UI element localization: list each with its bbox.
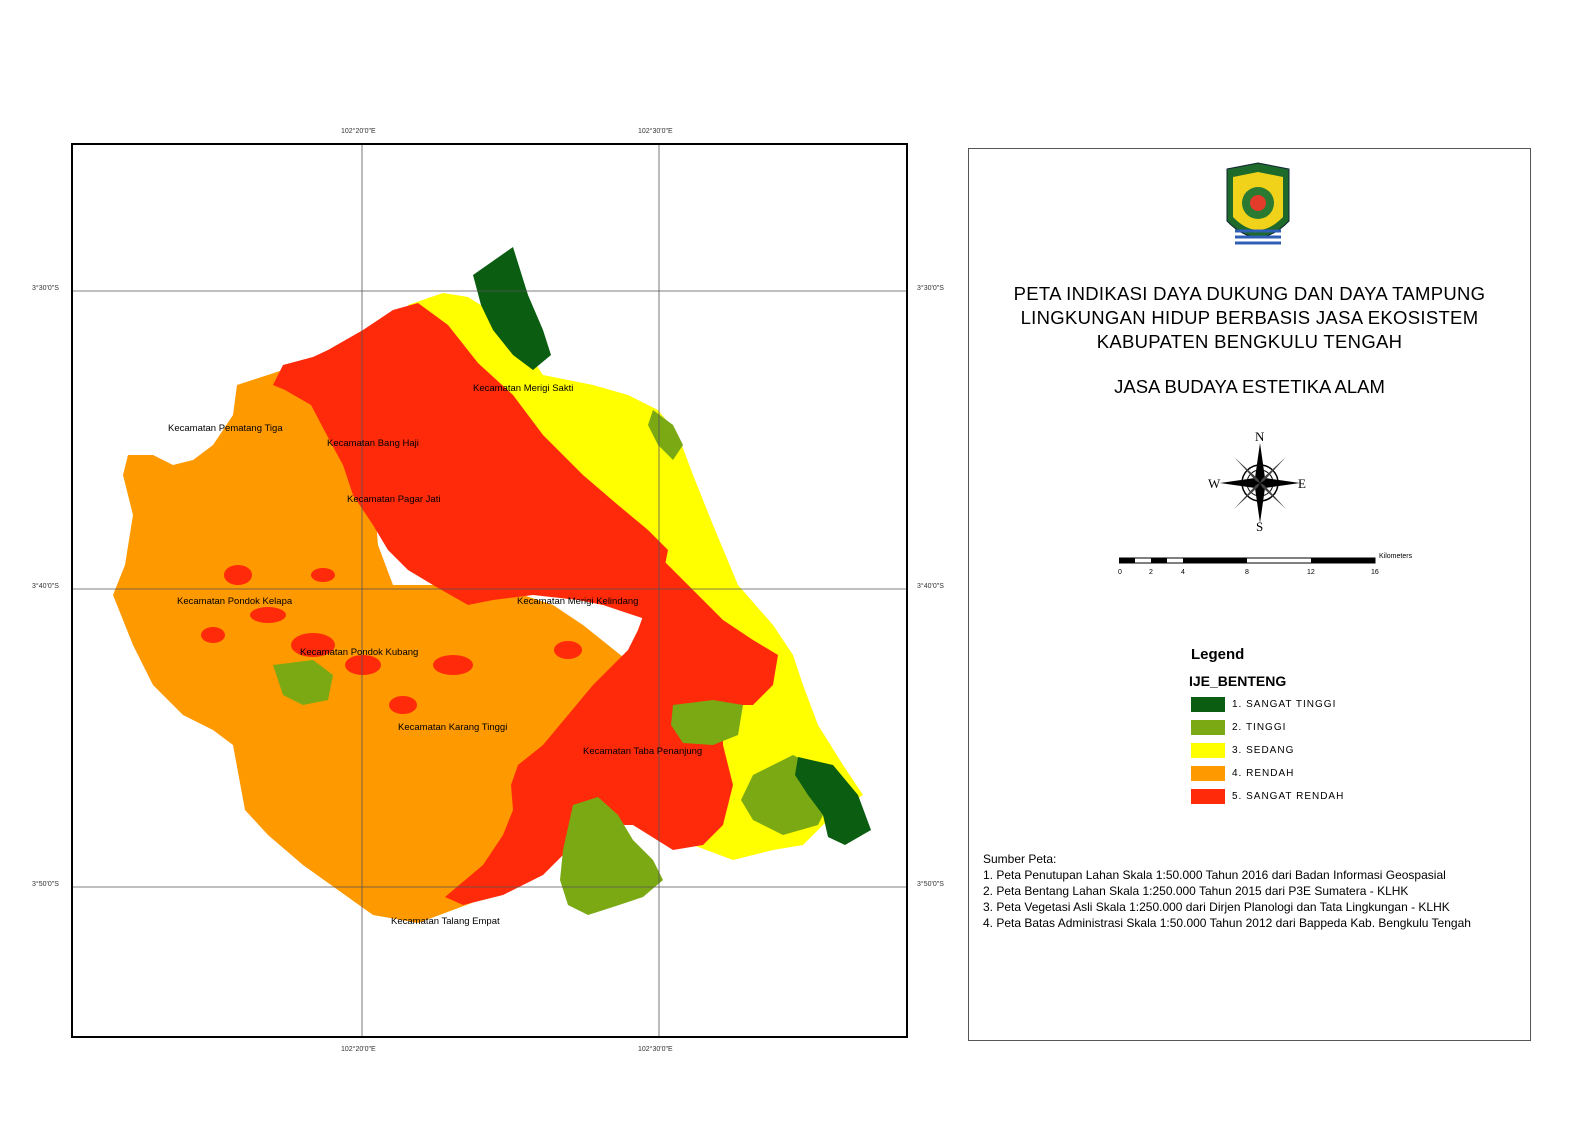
source-line: 4. Peta Batas Administrasi Skala 1:50.00…	[983, 916, 1471, 930]
legend-swatch	[1191, 720, 1225, 735]
red-patches	[201, 565, 582, 714]
source-line: 2. Peta Bentang Lahan Skala 1:250.000 Ta…	[983, 884, 1409, 898]
compass-north-label: N	[1255, 429, 1265, 444]
map-frame[interactable]: Kecamatan Merigi Sakti Kecamatan Pematan…	[71, 143, 908, 1038]
zone-tinggi-east	[671, 700, 743, 745]
coord-top-1: 102°20'0"E	[341, 128, 376, 135]
zone-sangat-rendah-east	[445, 560, 778, 905]
map-canvas[interactable]: Kecamatan Merigi Sakti Kecamatan Pematan…	[73, 145, 908, 1038]
coord-left-1: 3°30'0"S	[32, 285, 59, 292]
source-line: 3. Peta Vegetasi Asli Skala 1:250.000 da…	[983, 900, 1450, 914]
compass-east-label: E	[1298, 476, 1306, 491]
district-label: Kecamatan Karang Tinggi	[398, 722, 507, 733]
scale-tick: 0	[1118, 569, 1122, 576]
zone-tinggi-west	[273, 660, 333, 705]
map-title-line-1: PETA INDIKASI DAYA DUKUNG DAN DAYA TAMPU…	[1013, 283, 1486, 304]
scale-tick: 8	[1245, 569, 1249, 576]
map-subtitle: JASA BUDAYA ESTETIKA ALAM	[1114, 376, 1385, 397]
scale-tick: 2	[1149, 569, 1153, 576]
scale-tick: 12	[1307, 569, 1315, 576]
legend-label: 5. SANGAT RENDAH	[1232, 791, 1345, 802]
scale-unit-label: Kilometers	[1379, 553, 1413, 560]
legend-label: 4. RENDAH	[1232, 768, 1295, 779]
source-line: 1. Peta Penutupan Lahan Skala 1:50.000 T…	[983, 868, 1446, 882]
map-title-line-3: KABUPATEN BENGKULU TENGAH	[1096, 331, 1403, 352]
legend-label: 1. SANGAT TINGGI	[1232, 699, 1337, 710]
zone-tinggi-strip	[648, 410, 683, 460]
district-label: Kecamatan Merigi Sakti	[473, 383, 573, 394]
district-label: Kecamatan Pagar Jati	[347, 494, 440, 505]
zone-sangat-tinggi-north	[473, 247, 551, 370]
sources-title: Sumber Peta:	[983, 852, 1057, 866]
map-title-line-2: LINGKUNGAN HIDUP BERBASIS JASA EKOSISTEM	[1020, 307, 1479, 328]
legend-swatch	[1191, 697, 1225, 712]
legend-swatch	[1191, 789, 1225, 804]
district-label: Kecamatan Pondok Kelapa	[177, 596, 293, 607]
coord-left-2: 3°40'0"S	[32, 583, 59, 590]
scale-bar: Kilometers 0 2 4 8 12 16	[1118, 553, 1412, 577]
coord-bottom-2: 102°30'0"E	[638, 1046, 673, 1053]
scale-bar-graphic	[1119, 557, 1376, 564]
district-label: Kecamatan Bang Haji	[327, 438, 419, 449]
map-sources: Sumber Peta: 1. Peta Penutupan Lahan Ska…	[983, 851, 1471, 931]
compass-west-label: W	[1208, 476, 1221, 491]
coord-right-3: 3°50'0"S	[917, 881, 944, 888]
zone-sangat-rendah-main	[273, 303, 668, 620]
district-label: Kecamatan Talang Empat	[391, 916, 500, 927]
compass-south-label: S	[1256, 519, 1264, 534]
legend-label: 2. TINGGI	[1232, 722, 1287, 733]
legend-layer-name: IJE_BENTENG	[1189, 673, 1287, 689]
coord-left-3: 3°50'0"S	[32, 881, 59, 888]
coord-top-2: 102°30'0"E	[638, 128, 673, 135]
graticule	[73, 145, 906, 1036]
coord-right-1: 3°30'0"S	[917, 285, 944, 292]
coord-right-2: 3°40'0"S	[917, 583, 944, 590]
zone-sangat-tinggi-se	[795, 757, 871, 845]
district-label: Kecamatan Pematang Tiga	[168, 423, 283, 434]
district-label: Kecamatan Merigi Kelindang	[517, 596, 638, 607]
regency-emblem-icon	[1226, 162, 1290, 245]
compass-rose-icon	[1220, 443, 1300, 523]
district-label: Kecamatan Taba Penanjung	[583, 746, 702, 757]
legend-swatch	[1191, 743, 1225, 758]
legend-swatch	[1191, 766, 1225, 781]
legend-label: 3. SEDANG	[1232, 745, 1295, 756]
legend-panel: PETA INDIKASI DAYA DUKUNG DAN DAYA TAMPU…	[968, 148, 1531, 1041]
scale-tick: 16	[1371, 569, 1379, 576]
district-label: Kecamatan Pondok Kubang	[300, 647, 418, 658]
legend-heading: Legend	[1191, 646, 1245, 663]
zone-tinggi-south	[560, 797, 663, 915]
scale-tick: 4	[1181, 569, 1185, 576]
compass-rose: N S E W	[1208, 429, 1306, 534]
coord-bottom-1: 102°20'0"E	[341, 1046, 376, 1053]
district-labels: Kecamatan Merigi Sakti Kecamatan Pematan…	[168, 383, 702, 927]
